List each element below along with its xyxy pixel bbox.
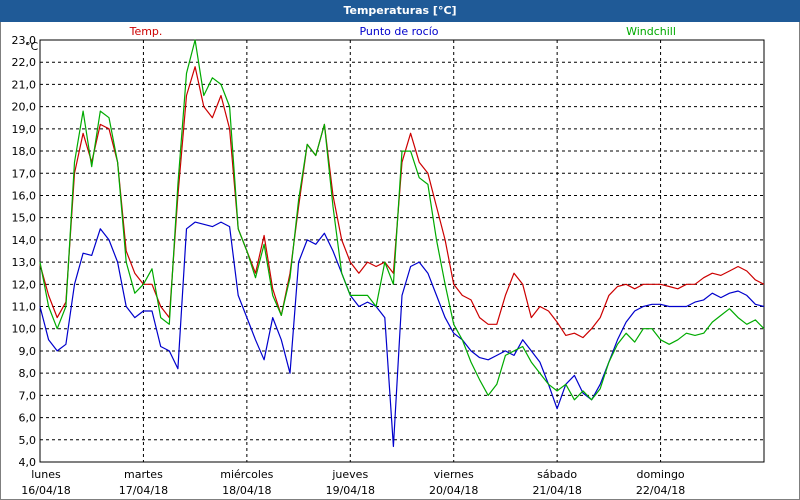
y-tick-label: 21,0 (12, 78, 37, 91)
x-tick-weekday: viernes (434, 468, 474, 481)
x-tick-weekday: jueves (331, 468, 368, 481)
y-tick-label: 10,0 (12, 323, 37, 336)
series-line-0 (39, 66, 765, 339)
x-tick-weekday: lunes (31, 468, 61, 481)
x-tick-date: 21/04/18 (532, 484, 581, 497)
x-tick-date: 20/04/18 (429, 484, 478, 497)
y-tick-label: 13,0 (12, 256, 37, 269)
x-tick-weekday: miércoles (220, 468, 273, 481)
y-tick-label: 20,0 (12, 101, 37, 114)
y-tick-label: 14,0 (12, 234, 37, 247)
y-tick-label: 5,0 (19, 434, 37, 447)
gridlines (40, 39, 764, 463)
y-tick-label: 22,0 (12, 56, 37, 69)
x-tick-date: 17/04/18 (119, 484, 168, 497)
y-tick-label: 9,0 (19, 345, 37, 358)
y-tick-label: 8,0 (19, 367, 37, 380)
plot-area (39, 39, 765, 463)
x-tick-weekday: domingo (636, 468, 684, 481)
x-tick-weekday: sábado (537, 468, 577, 481)
y-tick-label: 7,0 (19, 389, 37, 402)
x-tick-weekday: martes (124, 468, 163, 481)
y-tick-label: 4,0 (19, 456, 37, 469)
y-axis-unit-label: °C (25, 40, 39, 53)
y-tick-label: 23,0 (12, 34, 37, 47)
y-tick-label: 17,0 (12, 167, 37, 180)
y-axis-ticks: 4,0 5,0 6,0 7,0 8,0 9,0 10,0 11,0 12,0 13,0 14,0 15… (12, 34, 37, 469)
series-lines (39, 39, 765, 448)
x-axis-ticks: lunes 16/04/18 martes 17/04/18 miércoles 18/0… (21, 468, 685, 497)
legend-entry-temp: Temp. (129, 25, 163, 38)
y-tick-label: 19,0 (12, 123, 37, 136)
y-tick-label: 16,0 (12, 189, 37, 202)
legend: Temp. Punto de rocío Windchill (129, 25, 676, 38)
x-tick-date: 16/04/18 (21, 484, 70, 497)
y-tick-label: 11,0 (12, 301, 37, 314)
series-line-1 (39, 221, 765, 448)
window-title: Temperaturas [°C] (0, 0, 800, 22)
x-tick-date: 18/04/18 (222, 484, 271, 497)
y-tick-label: 18,0 (12, 145, 37, 158)
legend-entry-dew-point: Punto de rocío (359, 25, 438, 38)
legend-entry-windchill: Windchill (626, 25, 676, 38)
y-tick-label: 12,0 (12, 278, 37, 291)
x-tick-date: 19/04/18 (326, 484, 375, 497)
y-tick-label: 15,0 (12, 212, 37, 225)
series-line-2 (39, 39, 765, 401)
x-tick-date: 22/04/18 (636, 484, 685, 497)
y-tick-label: 6,0 (19, 412, 37, 425)
